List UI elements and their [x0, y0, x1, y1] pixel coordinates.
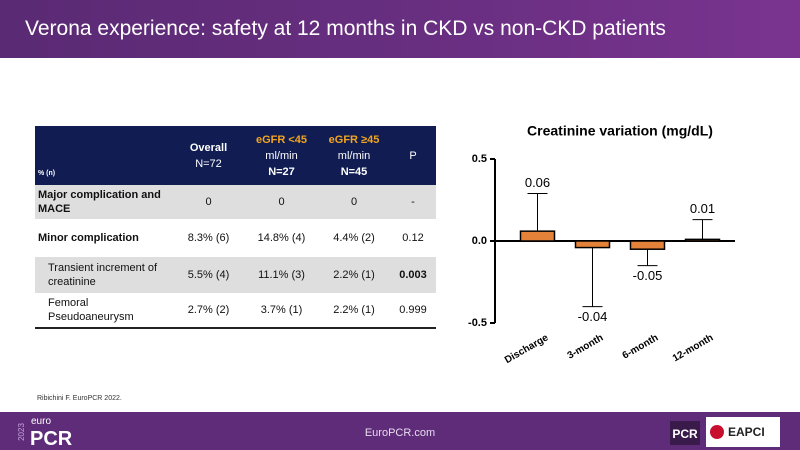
- cell: 2.7% (2): [172, 293, 245, 329]
- bar: [574, 240, 611, 249]
- col-n: N=27: [268, 165, 295, 178]
- bar: [519, 230, 556, 242]
- partner-logo: PCR: [672, 427, 698, 441]
- y-tick-label: 0.0: [472, 235, 487, 247]
- citation: Ribichini F. EuroPCR 2022.: [37, 395, 122, 402]
- footer-logos: 2023 euro PCR PCR EAPCI: [17, 416, 780, 450]
- col-n: N=72: [195, 157, 222, 170]
- eapci-icon: [710, 425, 724, 439]
- row-label: Major complication and MACE: [35, 185, 172, 219]
- cell: 2.2% (1): [318, 293, 390, 329]
- logo-year: 2023: [17, 423, 26, 441]
- column-header: eGFR ≥45 ml/min N=45: [318, 126, 390, 185]
- data-label: -0.05: [633, 268, 663, 283]
- header-bar: Verona experience: safety at 12 months i…: [0, 0, 800, 58]
- cell: 8.3% (6): [187, 232, 230, 244]
- cell: 5.5% (4): [172, 257, 245, 293]
- col-title: eGFR ≥45: [328, 133, 380, 146]
- data-label: 0.06: [525, 175, 550, 190]
- column-header: eGFR <45 ml/min N=27: [245, 126, 318, 185]
- x-tick-label: 6-month: [621, 332, 661, 361]
- col-title: Overall: [189, 141, 228, 154]
- cell: 11.1% (3): [245, 257, 318, 293]
- partner-logo: EAPCI: [728, 425, 765, 439]
- data-label: -0.04: [578, 309, 608, 324]
- col-n: N=45: [340, 165, 368, 178]
- cell: 0.003: [390, 257, 436, 293]
- footer-bar: 2023 euro PCR PCR EAPCI EuroPCR.com: [0, 412, 800, 450]
- chart-title: Creatinine variation (mg/dL): [527, 123, 713, 139]
- cell: 3.7% (1): [245, 293, 318, 329]
- corner-label: % (n): [35, 126, 172, 185]
- cell: 4.4% (2): [333, 232, 375, 244]
- row-label: Transient increment of creatinine: [35, 257, 172, 293]
- cell: 2.2% (1): [318, 257, 390, 293]
- bar: [629, 240, 666, 250]
- cell: 0.12: [402, 232, 424, 244]
- column-header: Overall N=72: [172, 126, 245, 185]
- slide-title: Verona experience: safety at 12 months i…: [25, 17, 666, 40]
- logo-prefix: euro: [31, 416, 51, 427]
- data-label: 0.01: [690, 201, 715, 216]
- cell: 0: [172, 185, 245, 219]
- y-tick-label: 0.5: [472, 153, 487, 165]
- results-table: % (n) Overall N=72 eGFR <45 ml/min N=27 eGF…: [35, 126, 436, 329]
- y-tick-label: -0.5: [468, 317, 487, 329]
- col-unit: ml/min: [337, 149, 371, 162]
- row-label: Femoral Pseudoaneurysm: [35, 293, 172, 329]
- bar: [684, 238, 721, 242]
- column-header: P: [390, 126, 436, 185]
- cell: 0: [318, 185, 390, 219]
- cell: 0.999: [390, 293, 436, 329]
- chart: Creatinine variation (mg/dL) -0.5 0.0 0.5 0…: [468, 123, 735, 366]
- col-title: eGFR <45: [255, 133, 308, 146]
- x-tick-label: Discharge: [503, 332, 551, 366]
- cell: 0: [245, 185, 318, 219]
- logo-name: PCR: [30, 428, 73, 450]
- cell: -: [390, 185, 436, 219]
- footer-url: EuroPCR.com: [364, 427, 436, 439]
- cell: 14.8% (4): [257, 232, 306, 244]
- x-tick-label: 3-month: [566, 332, 606, 361]
- pcr-logo-box: [670, 421, 700, 445]
- col-unit: ml/min: [265, 149, 298, 162]
- x-tick-label: 12-month: [671, 332, 715, 364]
- row-label: Minor complication: [38, 232, 139, 244]
